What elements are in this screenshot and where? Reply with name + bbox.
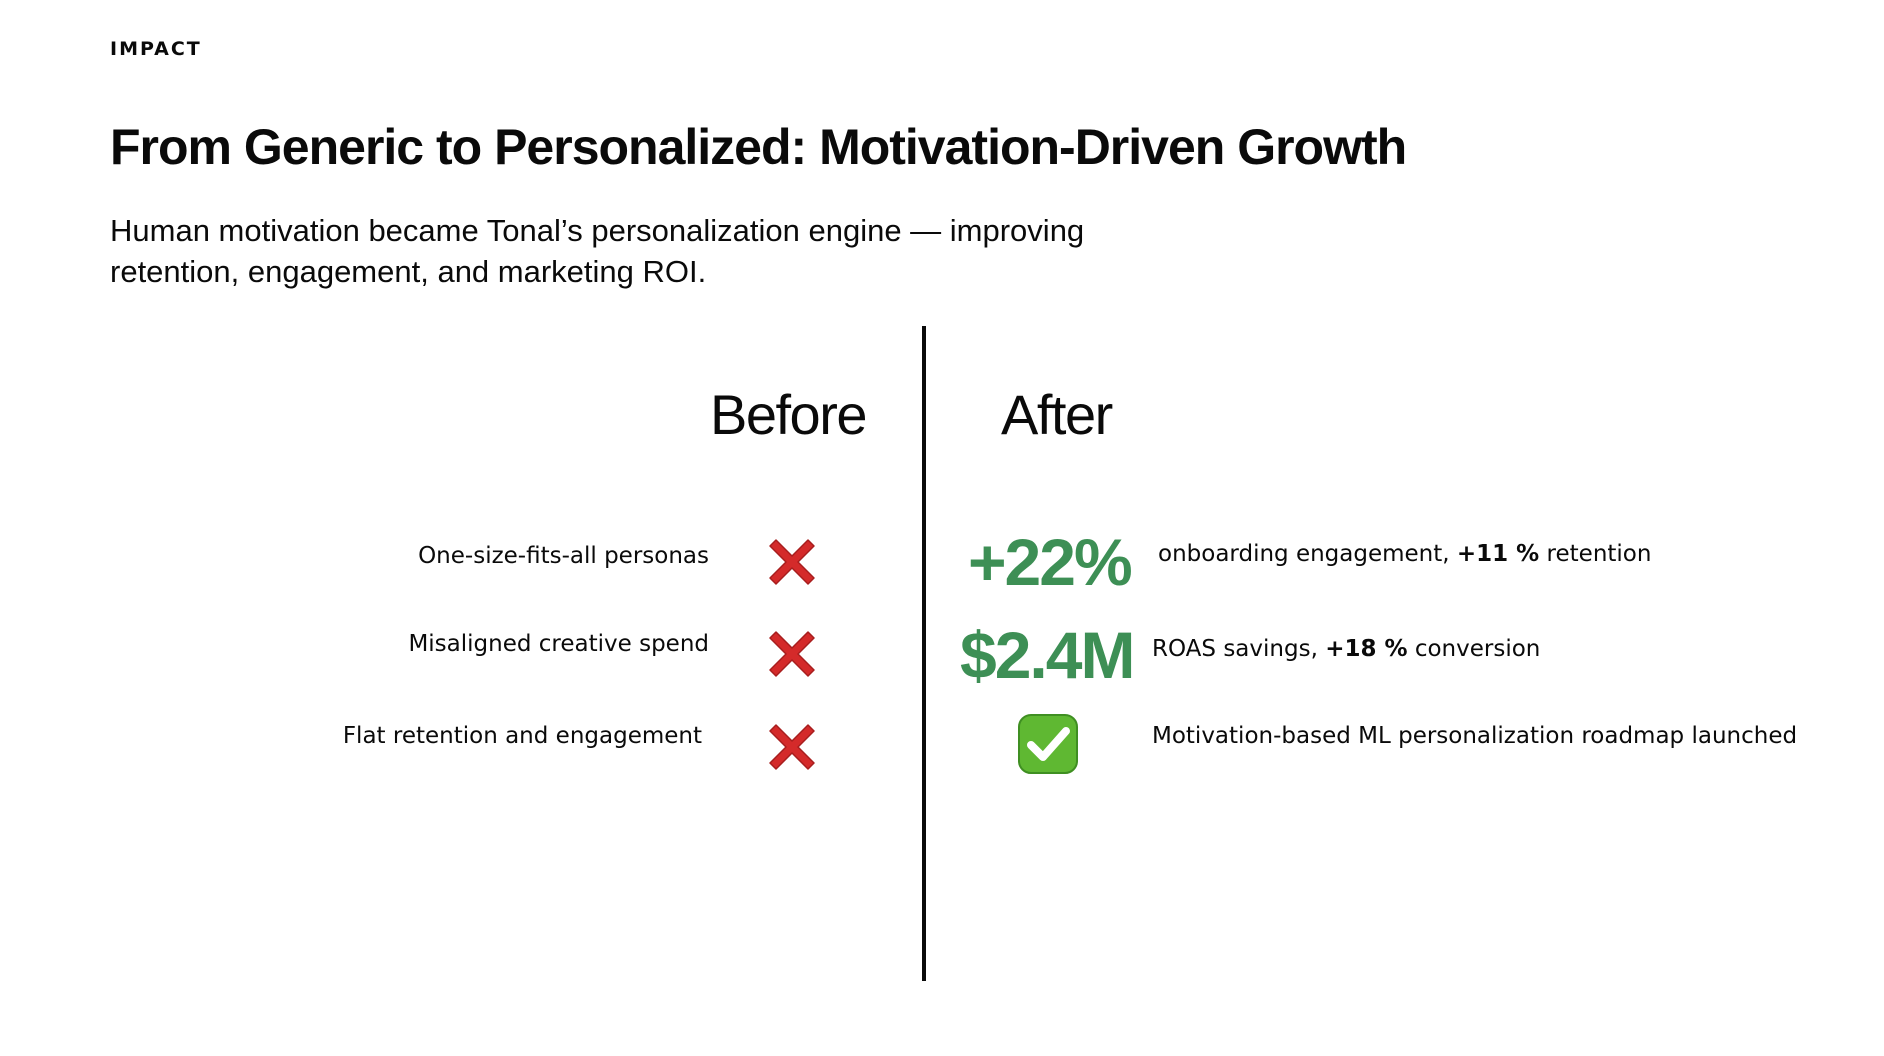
after-item-text: Motivation-based ML personalization road… (1152, 723, 1798, 749)
before-item-label: Misaligned creative spend (408, 631, 709, 657)
page-subtitle: Human motivation became Tonal’s personal… (110, 213, 1085, 289)
stat-engagement: +22% (968, 525, 1133, 599)
page-title: From Generic to Personalized: Motivation… (110, 119, 1407, 175)
before-item-label: One-size-fits-all personas (418, 543, 709, 569)
stat-roas-savings: $2.4M (960, 618, 1135, 692)
cross-mark-icon (769, 631, 815, 677)
after-item-text: onboarding engagement, +11 % retention (1158, 541, 1652, 567)
after-heading: After (1001, 383, 1113, 446)
before-item-label: Flat retention and engagement (342, 723, 702, 749)
before-heading: Before (710, 383, 868, 446)
check-mark-button-icon (1018, 714, 1078, 774)
after-item-text: ROAS savings, +18 % conversion (1152, 636, 1541, 662)
cross-mark-icon (769, 724, 815, 770)
cross-mark-icon (769, 539, 815, 585)
section-eyebrow: IMPACT (110, 38, 202, 60)
column-divider (922, 326, 926, 981)
